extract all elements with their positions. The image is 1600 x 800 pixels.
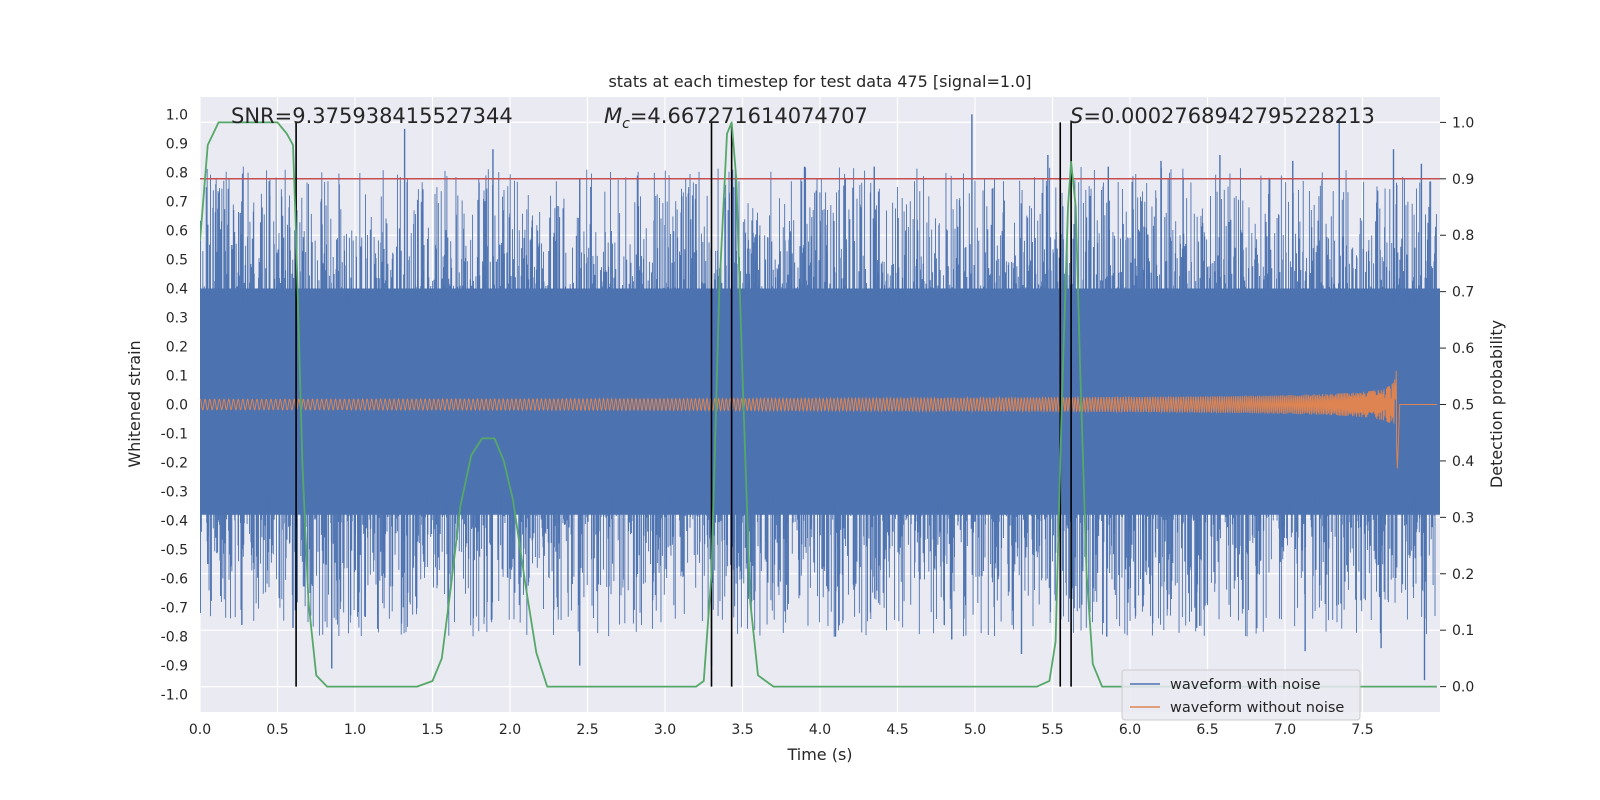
y-tick-label: 0.1	[166, 368, 188, 384]
y-right-tick-label: 0.6	[1452, 341, 1474, 357]
y-tick-label: -0.8	[161, 630, 188, 646]
y-tick-label: -0.1	[161, 427, 188, 443]
snr-annotation: SNR=9.375938415527344	[231, 104, 513, 128]
legend: waveform with noise waveform without noi…	[1121, 669, 1361, 721]
x-tick-label: 1.0	[344, 722, 366, 738]
y-tick-label: -1.0	[161, 688, 188, 704]
y-right-tick-label: 0.2	[1452, 567, 1474, 583]
y-right-tick-label: 0.0	[1452, 680, 1474, 696]
x-tick-label: 3.5	[731, 722, 753, 738]
detection-probability-line	[200, 121, 1437, 688]
y-tick-label: 0.0	[166, 398, 188, 414]
x-tick-label: 6.0	[1119, 722, 1141, 738]
y-right-tick-label: 0.4	[1452, 454, 1474, 470]
y-tick-label: -0.6	[161, 572, 188, 588]
y-tick-label: 0.6	[166, 223, 188, 239]
legend-label-clean: waveform without noise	[1170, 700, 1344, 716]
chirp-mass-annotation: Mc=4.667271614074707	[604, 104, 868, 132]
y-axis-right-title: Detection probability	[1487, 320, 1506, 488]
x-tick-label: 4.0	[809, 722, 831, 738]
y-tick-label: 0.7	[166, 194, 188, 210]
y-right-tick-label: 0.7	[1452, 285, 1474, 301]
y-tick-label: 1.0	[166, 107, 188, 123]
chart-title: stats at each timestep for test data 475…	[608, 72, 1031, 91]
x-tick-label: 3.0	[654, 722, 676, 738]
x-axis-title: Time (s)	[786, 745, 852, 764]
y-right-tick-label: 0.8	[1452, 228, 1474, 244]
x-tick-label: 0.5	[266, 722, 288, 738]
y-right-tick-label: 0.3	[1452, 510, 1474, 526]
x-tick-label: 0.0	[189, 722, 211, 738]
tick-labels: 0.0 0.5 1.0 1.5 2.0 2.5 3.0 3.5 4.0 4.5 5.0 5.5 6.0 6…	[161, 107, 1475, 738]
y-tick-label: 0.2	[166, 339, 188, 355]
y-right-tick-label: 0.1	[1452, 623, 1474, 639]
y-axis-title: Whitened strain	[125, 340, 144, 467]
x-tick-label: 6.5	[1196, 722, 1218, 738]
y-tick-label: -0.7	[161, 601, 188, 617]
y-tick-label: -0.4	[161, 514, 188, 530]
x-tick-label: 2.5	[576, 722, 598, 738]
y-tick-label: 0.9	[166, 136, 188, 152]
y-right-tick-label: 0.5	[1452, 398, 1474, 414]
legend-label-noisy: waveform with noise	[1170, 677, 1321, 693]
clean-waveform-series	[199, 370, 1437, 469]
clean-waveform-trace	[199, 370, 1437, 469]
y-right-tick-label: 1.0	[1452, 115, 1474, 131]
x-tick-label: 7.5	[1351, 722, 1373, 738]
y-tick-label: 0.8	[166, 165, 188, 181]
x-tick-label: 2.0	[499, 722, 521, 738]
x-tick-label: 7.0	[1274, 722, 1296, 738]
x-tick-label: 5.0	[964, 722, 986, 738]
x-tick-label: 5.5	[1041, 722, 1063, 738]
y-tick-label: -0.9	[161, 659, 188, 675]
y-tick-label: 0.4	[166, 281, 188, 297]
y-tick-label: 0.5	[166, 252, 188, 268]
y-tick-label: -0.5	[161, 543, 188, 559]
x-tick-label: 4.5	[886, 722, 908, 738]
s-annotation: S=0.0002768942795228213	[1070, 104, 1375, 128]
legend-box	[1121, 669, 1361, 721]
y-tick-label: -0.2	[161, 456, 188, 472]
detection-probability-series	[200, 121, 1437, 688]
y-right-tick-label: 0.9	[1452, 172, 1474, 188]
x-tick-label: 1.5	[421, 722, 443, 738]
y-tick-label: 0.3	[166, 310, 188, 326]
y-tick-label: -0.3	[161, 485, 188, 501]
